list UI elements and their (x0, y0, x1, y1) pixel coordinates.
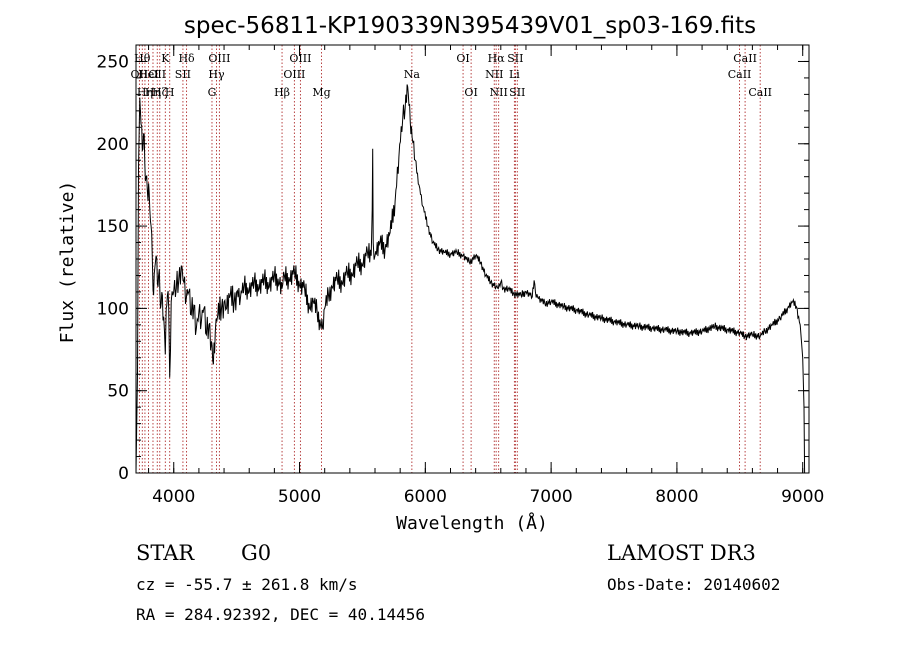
line-marker-label: H (165, 86, 175, 99)
line-marker-label: Li (509, 68, 520, 81)
x-tick-label: 7000 (529, 487, 572, 507)
line-marker-label: OII (131, 68, 149, 81)
spectrum-line (135, 84, 806, 474)
x-tick-label: 8000 (655, 487, 698, 507)
line-marker-label: K (161, 52, 170, 65)
survey-name: LAMOST DR3 (607, 541, 756, 565)
line-marker-label: SII (507, 52, 523, 65)
line-marker-label: Hα (488, 52, 506, 65)
line-marker-label: Hβ (274, 86, 290, 99)
chart-title: spec-56811-KP190339N395439V01_sp03-169.f… (184, 13, 756, 39)
line-marker-label: OII (148, 68, 166, 81)
x-tick-label: 9000 (781, 487, 824, 507)
y-tick-label: 100 (97, 299, 129, 319)
line-marker-label: Hη (137, 86, 153, 99)
coordinates: RA = 284.92392, DEC = 40.14456 (136, 605, 425, 624)
object-subclass: G0 (241, 541, 271, 565)
x-tick-label: 4000 (152, 487, 195, 507)
y-tick-label: 200 (97, 135, 129, 155)
line-marker-label: NII (485, 68, 503, 81)
line-marker-label: OI (456, 52, 469, 65)
x-axis-label: Wavelength (Å) (396, 512, 548, 534)
line-marker-label: NII (490, 86, 508, 99)
y-tick-label: 0 (118, 464, 129, 484)
line-marker-label: Mg (312, 86, 330, 99)
line-marker-label: Na (404, 68, 421, 81)
line-marker-label: Hδ (178, 52, 195, 65)
object-class: STAR (136, 541, 195, 565)
line-marker-label: HeI (138, 68, 158, 81)
line-marker-label: OI (464, 86, 477, 99)
line-marker-label: OIII (208, 52, 230, 65)
line-marker-label: Hγ (208, 68, 225, 81)
line-marker-label: CaII (748, 86, 772, 99)
y-axis-ticks: 0 50 100 150 200 250 (97, 44, 809, 484)
line-marker-labels: OIIHθHηHeIHηOIIHζKHSIIHδGHγOIIIHβOIIIOII… (131, 52, 772, 99)
y-tick-label: 250 (97, 52, 129, 72)
line-marker-label: Hζ (152, 86, 168, 99)
y-tick-label: 50 (107, 382, 129, 402)
x-tick-label: 5000 (278, 487, 321, 507)
line-marker-label: Hη (145, 86, 161, 99)
line-marker-label: CaII (733, 52, 757, 65)
y-axis-label: Flux (relative) (57, 181, 78, 344)
observation-date: Obs-Date: 20140602 (607, 575, 780, 594)
line-marker-label: SII (175, 68, 191, 81)
line-marker-label: SII (509, 86, 525, 99)
line-marker-label: Hθ (134, 52, 151, 65)
line-marker-label: CaII (728, 68, 752, 81)
line-marker-label: OIII (283, 68, 305, 81)
line-marker-label: OIII (289, 52, 311, 65)
redshift-velocity: cz = -55.7 ± 261.8 km/s (136, 575, 358, 594)
line-marker-label: G (208, 86, 217, 99)
y-tick-label: 150 (97, 217, 129, 237)
x-tick-label: 6000 (404, 487, 447, 507)
line-markers-group (138, 45, 761, 473)
x-axis-ticks: 4000 5000 6000 7000 8000 9000 (148, 45, 824, 507)
